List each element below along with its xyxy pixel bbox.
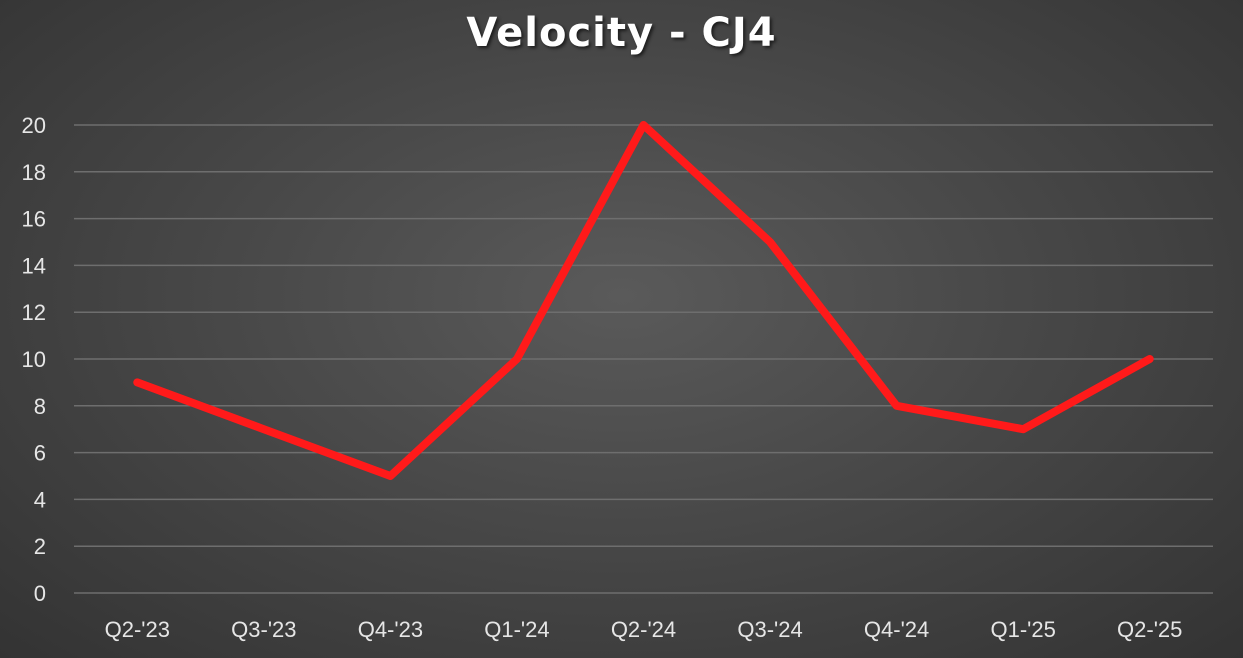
- x-tick-label: Q4-'23: [358, 617, 423, 642]
- x-tick-label: Q1-'25: [990, 617, 1055, 642]
- chart-title: Velocity - CJ4: [466, 10, 777, 56]
- y-tick-label: 8: [34, 394, 46, 419]
- y-axis-tick-labels: 0 2 4 6 8 10 12 14 16 18 20: [22, 113, 46, 606]
- y-tick-label: 10: [22, 347, 46, 372]
- y-tick-label: 12: [22, 300, 46, 325]
- x-tick-label: Q2-'23: [105, 617, 170, 642]
- y-tick-label: 2: [34, 534, 46, 559]
- x-tick-label: Q1-'24: [484, 617, 549, 642]
- y-tick-label: 16: [22, 207, 46, 232]
- y-tick-label: 6: [34, 441, 46, 466]
- y-tick-label: 14: [22, 253, 46, 278]
- y-tick-label: 0: [34, 581, 46, 606]
- x-axis-tick-labels: Q2-'23 Q3-'23 Q4-'23 Q1-'24 Q2-'24 Q3-'24 Q4-'…: [105, 617, 1183, 642]
- x-tick-label: Q2-'25: [1117, 617, 1182, 642]
- x-tick-label: Q3-'23: [231, 617, 296, 642]
- x-tick-label: Q4-'24: [864, 617, 929, 642]
- y-tick-label: 4: [34, 487, 46, 512]
- gridlines: [74, 124, 1213, 594]
- y-tick-label: 18: [22, 160, 46, 185]
- y-tick-label: 20: [22, 113, 46, 138]
- x-tick-label: Q3-'24: [737, 617, 802, 642]
- series-line: [133, 121, 1154, 480]
- series-lines: [133, 121, 1154, 480]
- x-tick-label: Q2-'24: [611, 617, 676, 642]
